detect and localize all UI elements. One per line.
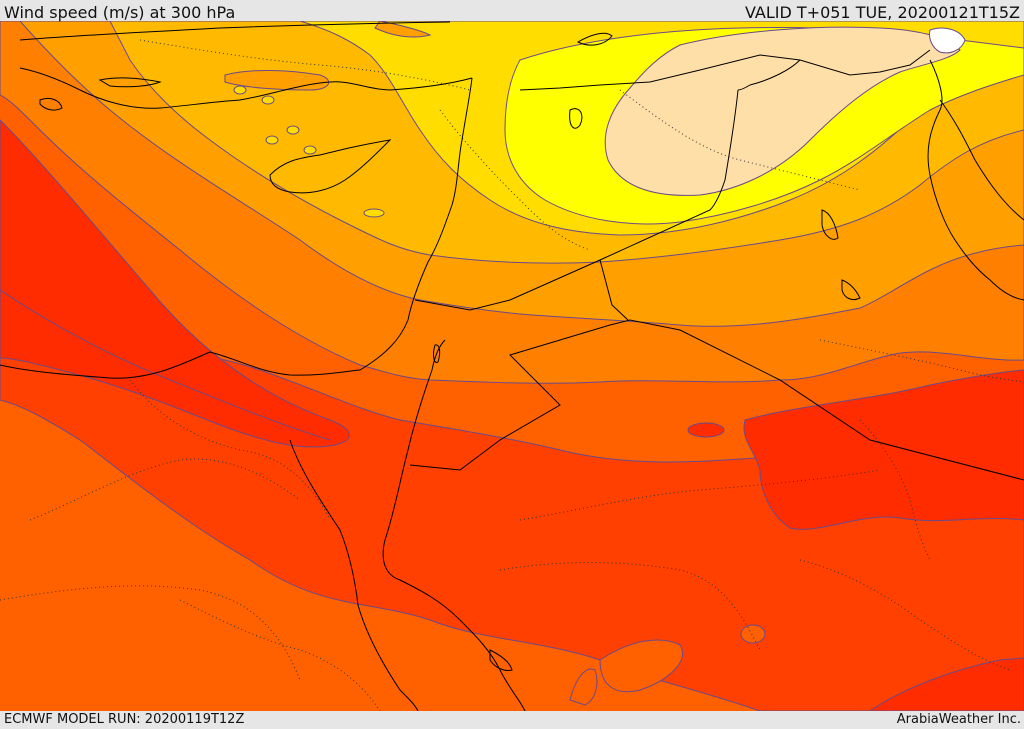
aegean-island: [39, 97, 63, 111]
dotted-borders: [0, 39, 1024, 711]
band-east-core: [743, 369, 1024, 530]
red-sea-island: [489, 649, 513, 671]
credit-label: ArabiaWeather Inc.: [896, 712, 1021, 727]
wind-speed-map: [0, 21, 1024, 711]
lake-van: [576, 32, 613, 46]
contour-cell-3: [569, 668, 598, 706]
chart-title: Wind speed (m/s) at 300 hPa: [4, 3, 236, 22]
header-bar: Wind speed (m/s) at 300 hPa VALID T+051 …: [0, 0, 1024, 22]
contour-cell-1: [687, 422, 725, 438]
gulf-island: [841, 279, 861, 301]
cyprus: [269, 139, 392, 194]
lake-iraq: [821, 209, 839, 240]
footer-bar: ECMWF MODEL RUN: 20200119T12Z ArabiaWeat…: [0, 711, 1024, 729]
band-pale-core: [604, 26, 961, 196]
islands: [39, 32, 861, 671]
contour-top-left: [374, 21, 432, 38]
lake-urmia: [569, 108, 583, 129]
crete: [98, 77, 162, 88]
model-run-label: ECMWF MODEL RUN: 20200119T12Z: [4, 712, 245, 727]
contour-cell-2: [740, 624, 766, 644]
contour-south-orange: [599, 639, 683, 693]
band-northwest-jet-edge: [0, 289, 331, 441]
small-contours: [233, 85, 385, 218]
band-white-patch: [929, 27, 966, 54]
contour-aegean: [224, 70, 330, 91]
valid-time: VALID T+051 TUE, 20200121T15Z: [744, 3, 1020, 22]
coastlines: [0, 21, 1024, 711]
band-southeast-red: [869, 657, 1024, 711]
band-northwest-jet: [0, 119, 350, 448]
map-canvas: [0, 21, 1024, 711]
